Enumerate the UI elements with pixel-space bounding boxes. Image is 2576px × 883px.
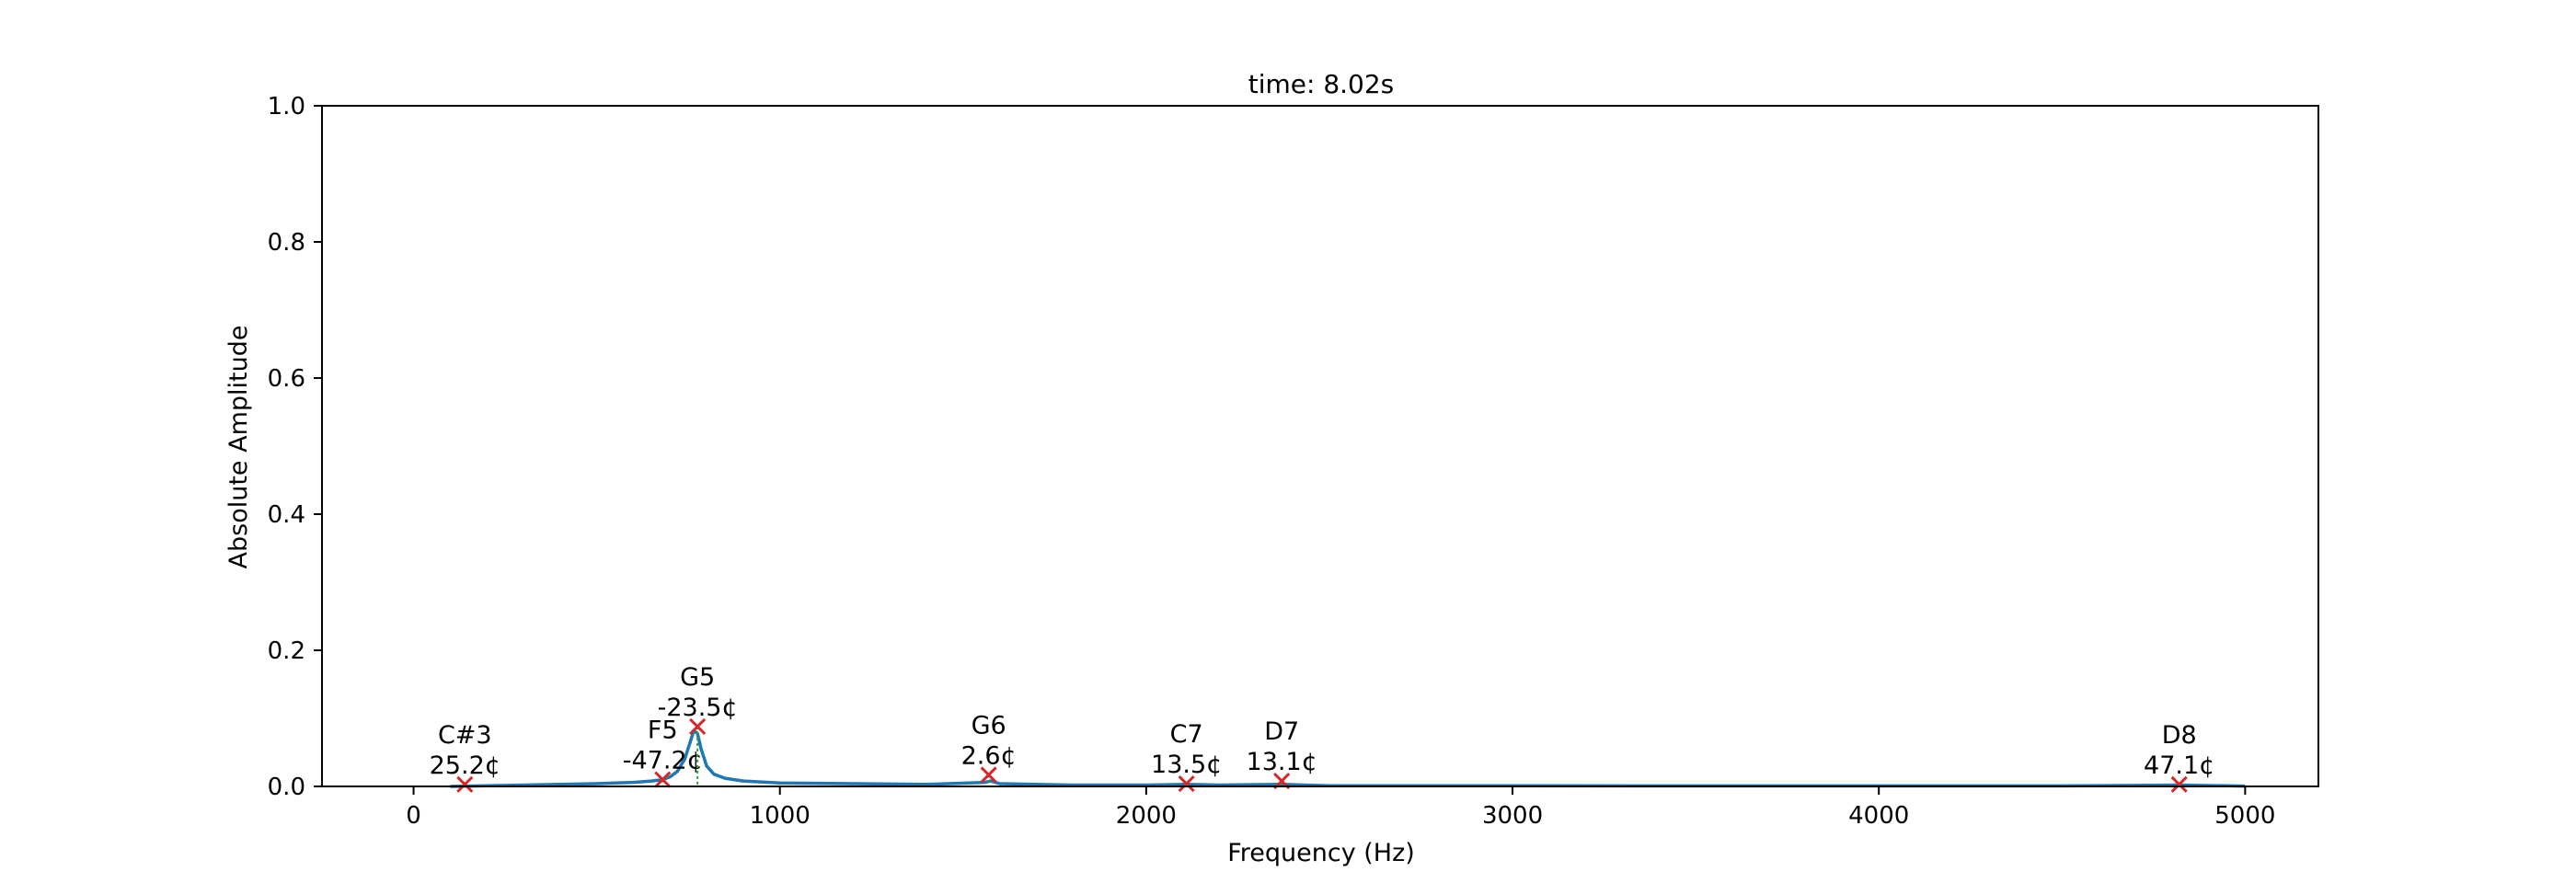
x-tick-label: 4000 bbox=[1848, 802, 1909, 830]
plot-area bbox=[450, 728, 2246, 788]
peak-marker bbox=[1178, 774, 1195, 793]
peak-note-label: D8 bbox=[2162, 721, 2197, 750]
y-tick-label: 0.8 bbox=[268, 229, 305, 257]
peak-note-label: G5 bbox=[680, 663, 715, 692]
y-axis: 0.0 0.2 0.4 0.6 0.8 1.0 bbox=[268, 93, 322, 801]
peak-cents-label: 25.2¢ bbox=[430, 751, 500, 780]
peak-note-label: D7 bbox=[1264, 717, 1299, 746]
peak-marker bbox=[980, 766, 997, 784]
peak-cents-label: -47.2¢ bbox=[623, 747, 703, 775]
x-tick-label: 5000 bbox=[2214, 802, 2275, 830]
y-axis-label: Absolute Amplitude bbox=[224, 326, 253, 569]
y-tick-label: 0.4 bbox=[268, 501, 305, 529]
chart-title: time: 8.02s bbox=[1248, 69, 1395, 99]
spectrum-line bbox=[450, 728, 2246, 788]
peak-marker bbox=[2170, 775, 2188, 793]
peak-marker bbox=[456, 775, 474, 793]
peak-cents-label: 2.6¢ bbox=[961, 741, 1017, 770]
y-tick-label: 0.6 bbox=[268, 365, 305, 393]
x-tick-label: 2000 bbox=[1116, 802, 1177, 830]
peak-note-label: G6 bbox=[972, 711, 1006, 740]
x-axis: 0 1000 2000 3000 4000 5000 bbox=[406, 786, 2275, 830]
peak-marker bbox=[689, 717, 707, 735]
peak-cents-label: -23.5¢ bbox=[658, 694, 738, 722]
peak-cents-label: 47.1¢ bbox=[2144, 751, 2214, 780]
peak-marker bbox=[654, 771, 672, 788]
peak-note-label: F5 bbox=[648, 717, 678, 745]
y-tick-label: 0.2 bbox=[268, 637, 305, 665]
y-tick-label: 0.0 bbox=[268, 774, 305, 801]
peak-cents-label: 13.1¢ bbox=[1247, 748, 1317, 776]
peak-note-label: C#3 bbox=[438, 721, 492, 750]
x-axis-label: Frequency (Hz) bbox=[1227, 839, 1415, 867]
plot-frame bbox=[321, 105, 2319, 787]
x-tick-label: 0 bbox=[406, 802, 421, 830]
x-tick-label: 3000 bbox=[1482, 802, 1543, 830]
peak-cents-label: 13.5¢ bbox=[1151, 751, 1222, 779]
x-tick-label: 1000 bbox=[750, 802, 811, 830]
y-tick-label: 1.0 bbox=[268, 93, 305, 120]
peak-note-label: C7 bbox=[1170, 720, 1203, 749]
